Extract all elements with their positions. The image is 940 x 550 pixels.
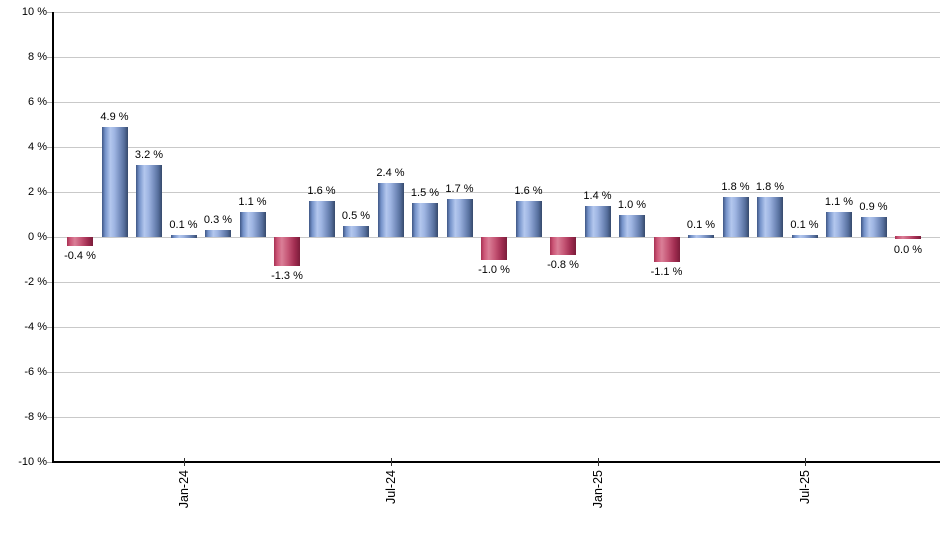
bar-value-label: 1.1 % xyxy=(238,196,267,209)
bar xyxy=(239,212,266,237)
bar xyxy=(722,196,749,237)
gridline xyxy=(53,372,940,373)
bar xyxy=(515,201,542,237)
bar xyxy=(791,234,818,238)
y-axis-tick xyxy=(47,57,53,58)
bar-value-label: -1.3 % xyxy=(271,270,303,283)
gridline xyxy=(53,102,940,103)
bar xyxy=(860,216,887,237)
gridline xyxy=(53,12,940,13)
y-axis-tick xyxy=(47,462,53,463)
gridline xyxy=(53,57,940,58)
bar-value-label: 2.4 % xyxy=(376,167,405,179)
bar xyxy=(826,212,852,237)
bar xyxy=(170,234,197,238)
bar xyxy=(308,201,335,237)
bar-value-label: 3.2 % xyxy=(134,149,164,161)
bar xyxy=(550,237,576,255)
x-axis-tick-label-text: Jul-25 xyxy=(797,470,812,505)
bar-value-label: 1.1 % xyxy=(824,196,854,209)
gridline xyxy=(53,192,940,193)
bar xyxy=(412,203,438,237)
bar xyxy=(481,237,507,260)
bar xyxy=(653,237,680,262)
bar-value-label: 0.0 % xyxy=(893,244,923,256)
bar xyxy=(895,236,921,239)
bar-value-label: 0.1 % xyxy=(686,218,716,231)
bar-value-label: 1.6 % xyxy=(514,185,543,197)
bar xyxy=(67,237,93,246)
y-axis-tick xyxy=(47,147,53,148)
x-axis-tick-label-text: Jul-24 xyxy=(383,470,398,505)
bar xyxy=(101,126,128,237)
y-axis-tick xyxy=(47,372,53,373)
bar-value-label: 0.1 % xyxy=(169,218,198,231)
bar-value-label: -0.4 % xyxy=(64,250,96,262)
bar xyxy=(205,230,231,237)
y-axis-tick-label: 10 % xyxy=(21,6,47,18)
bar-value-label: 0.5 % xyxy=(341,209,371,222)
bar xyxy=(343,225,369,237)
y-axis-tick-label: 2 % xyxy=(28,186,47,198)
y-axis-tick-label: 4 % xyxy=(28,141,47,153)
y-axis-tick xyxy=(47,417,53,418)
bar-value-label: 1.4 % xyxy=(583,189,612,202)
x-axis-tick xyxy=(804,458,806,466)
x-axis-tick-label-text: Jan-24 xyxy=(176,470,191,509)
y-axis-tick xyxy=(47,102,53,103)
bar-value-label: -0.8 % xyxy=(547,259,579,271)
gridline xyxy=(53,282,940,283)
y-axis-tick-label: 0 % xyxy=(28,231,47,243)
bar xyxy=(377,183,404,237)
gridline xyxy=(53,417,940,418)
bar-value-label: 0.1 % xyxy=(790,218,819,231)
bar-value-label: 0.9 % xyxy=(859,200,888,213)
y-axis-tick-label: 6 % xyxy=(28,96,47,108)
y-axis-tick xyxy=(47,12,53,13)
x-axis-tick xyxy=(597,458,599,466)
x-axis-line xyxy=(52,461,940,463)
y-axis-tick-label: -6 % xyxy=(24,366,47,378)
bar-value-label: -1.0 % xyxy=(478,263,510,276)
bar-value-label: 1.8 % xyxy=(721,180,750,193)
y-axis-tick-label: -2 % xyxy=(24,276,47,288)
y-axis-tick xyxy=(47,192,53,193)
y-axis-tick xyxy=(47,237,53,238)
x-axis-tick-label-text: Jan-25 xyxy=(590,470,605,509)
bar-value-label: 1.0 % xyxy=(617,198,647,211)
y-axis-tick-label: -10 % xyxy=(18,456,47,468)
bar-value-label: 1.6 % xyxy=(307,185,336,197)
x-axis-tick xyxy=(183,458,185,466)
gridline xyxy=(53,147,940,148)
bar xyxy=(757,196,783,237)
x-axis-tick xyxy=(390,458,392,466)
bar xyxy=(136,165,162,237)
y-axis-tick xyxy=(47,327,53,328)
bar-value-label: 0.3 % xyxy=(203,214,233,227)
y-axis-line xyxy=(52,12,54,462)
bar xyxy=(274,237,300,267)
y-axis-tick-label: 8 % xyxy=(28,51,47,63)
gridline xyxy=(53,327,940,328)
bar xyxy=(584,205,611,237)
bar-value-label: 1.7 % xyxy=(445,182,474,195)
bar xyxy=(446,198,473,237)
y-axis-tick xyxy=(47,282,53,283)
bar-value-label: 1.5 % xyxy=(410,187,440,200)
bar-value-label: 4.9 % xyxy=(100,110,129,123)
y-axis-tick-label: -4 % xyxy=(24,321,47,333)
bar-value-label: 1.8 % xyxy=(755,180,785,193)
bar xyxy=(619,214,645,237)
y-axis-tick-label: -8 % xyxy=(24,411,47,423)
bar-value-label: -1.1 % xyxy=(650,265,683,278)
bar xyxy=(688,234,714,238)
